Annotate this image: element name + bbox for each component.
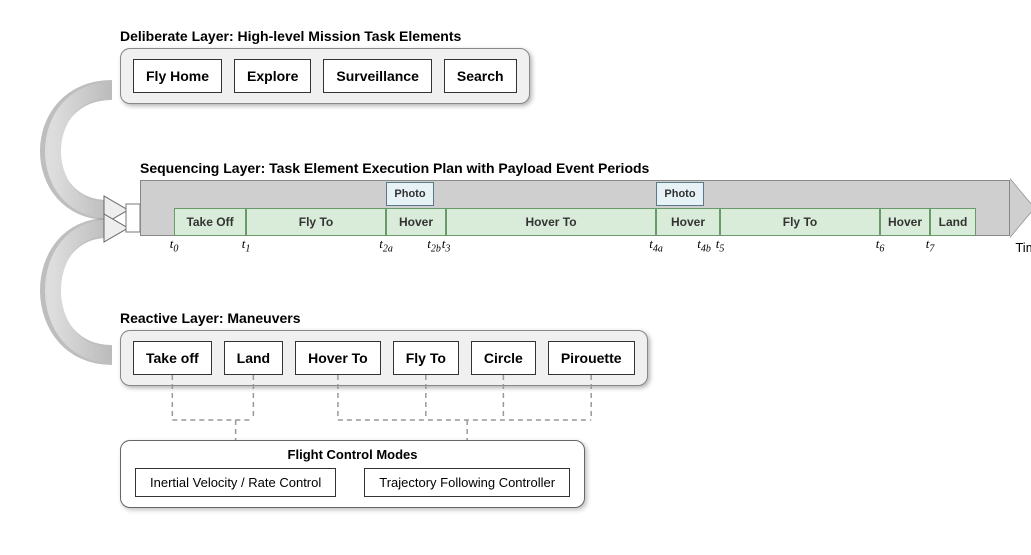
reactive-section: Reactive Layer: Maneuvers Take off Land Ho…	[120, 310, 648, 386]
tick-4b: t4b	[697, 236, 711, 255]
fcm-panel: Flight Control Modes Inertial Velocity /…	[120, 440, 585, 508]
reactive-item-4: Circle	[471, 341, 536, 375]
timeline-arrowhead	[1010, 179, 1031, 237]
segment-row: Take OffFly ToHoverHover ToHoverFly ToHo…	[140, 208, 1010, 236]
tick-6: t6	[876, 236, 885, 255]
tick-5: t5	[716, 236, 725, 255]
tick-3: t3	[442, 236, 451, 255]
deliberate-item-2: Surveillance	[323, 59, 432, 93]
deliberate-item-0: Fly Home	[133, 59, 222, 93]
deliberate-section: Deliberate Layer: High-level Mission Tas…	[120, 28, 530, 104]
segment-4: Hover	[656, 208, 720, 236]
segment-5: Fly To	[720, 208, 880, 236]
photo-event-0: Photo	[386, 182, 434, 206]
fcm-title: Flight Control Modes	[135, 447, 570, 462]
tick-0: t0	[170, 236, 179, 255]
segment-2: Hover	[386, 208, 446, 236]
segment-1: Fly To	[246, 208, 386, 236]
fcm-item-0: Inertial Velocity / Rate Control	[135, 468, 336, 497]
deliberate-panel: Fly Home Explore Surveillance Search	[120, 48, 530, 104]
segment-0: Take Off	[174, 208, 246, 236]
sequencing-title: Sequencing Layer: Task Element Execution…	[140, 160, 1010, 176]
reactive-item-5: Pirouette	[548, 341, 635, 375]
segment-7: Land	[930, 208, 976, 236]
fcm-item-1: Trajectory Following Controller	[364, 468, 570, 497]
fcm-row: Inertial Velocity / Rate Control Trajecto…	[135, 468, 570, 497]
reactive-title: Reactive Layer: Maneuvers	[120, 310, 648, 326]
tick-7: t7	[926, 236, 935, 255]
reactive-item-2: Hover To	[295, 341, 381, 375]
timeline-label: Timeline	[1015, 240, 1031, 255]
tick-row: t0 t1 t2a t2bt3 t4a t4b t5 t6 t7	[140, 236, 1010, 258]
fcm-section: Flight Control Modes Inertial Velocity /…	[120, 440, 585, 508]
segment-6: Hover	[880, 208, 930, 236]
reactive-item-1: Land	[224, 341, 283, 375]
reactive-item-0: Take off	[133, 341, 212, 375]
deliberate-item-1: Explore	[234, 59, 311, 93]
tick-1: t1	[242, 236, 251, 255]
timeline: Take OffFly ToHoverHover ToHoverFly ToHo…	[140, 180, 1010, 236]
reactive-panel: Take off Land Hover To Fly To Circle Pirouett…	[120, 330, 648, 386]
sequencing-section: Sequencing Layer: Task Element Execution…	[140, 160, 1010, 236]
deliberate-item-3: Search	[444, 59, 517, 93]
deliberate-title: Deliberate Layer: High-level Mission Tas…	[120, 28, 530, 44]
tick-4a: t4a	[649, 236, 663, 255]
reactive-item-3: Fly To	[393, 341, 459, 375]
tick-2a: t2a	[379, 236, 393, 255]
tick-2b: t2b	[427, 236, 441, 255]
segment-3: Hover To	[446, 208, 656, 236]
photo-event-1: Photo	[656, 182, 704, 206]
